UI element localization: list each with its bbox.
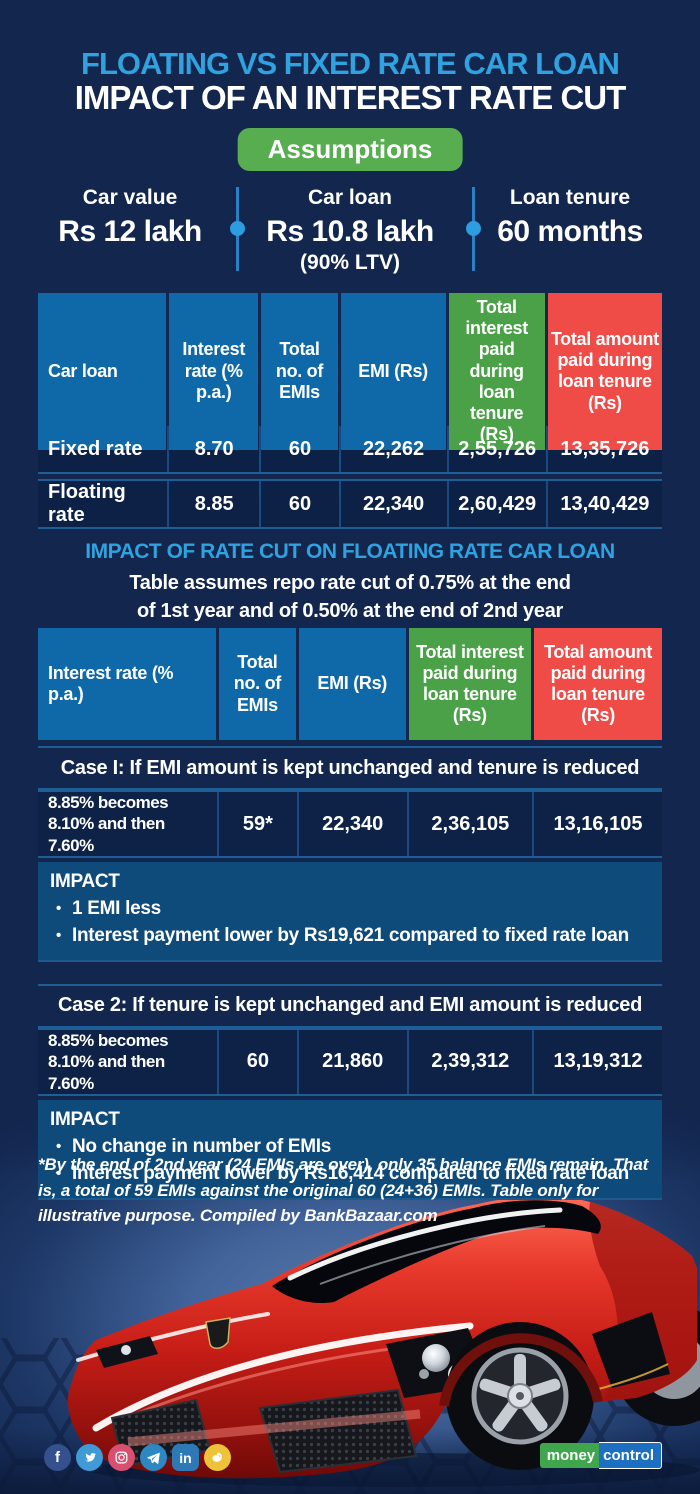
twitter-bird-glyph [84, 1452, 96, 1462]
social-icons-row: f in [44, 1444, 231, 1471]
impact-point: No change in number of EMIs [56, 1134, 648, 1161]
subtitle-line1: Table assumes repo rate cut of 0.75% at … [129, 572, 571, 594]
facebook-glyph: f [55, 1449, 60, 1466]
table-row: Floating rate 8.85 60 22,340 2,60,429 13… [38, 479, 662, 529]
moneycontrol-logo[interactable]: money control [539, 1442, 662, 1469]
cell: 21,860 [299, 1029, 409, 1094]
impact-point: 1 EMI less [56, 896, 648, 923]
cell: 59* [219, 792, 299, 856]
cell: 13,16,105 [553, 812, 643, 835]
table-header-row: Car loan Interest rate (% p.a.) Total no… [38, 293, 662, 450]
rate-cut-impact-table: Interest rate (% p.a.) Total no. of EMIs… [38, 628, 662, 1200]
cell: 13,19,312 [553, 1050, 643, 1073]
col-header-emi: EMI (Rs) [340, 293, 449, 450]
assumption-value: Rs 12 lakh [58, 215, 202, 248]
cell: Floating rate [38, 481, 170, 527]
cell: 2,36,105 [409, 792, 535, 856]
cell: 22,340 [341, 481, 449, 527]
col-header-total-amount: Total amount paid during loan tenure (Rs… [547, 293, 662, 450]
case2-impact-box: IMPACT No change in number of EMIs Inter… [38, 1099, 662, 1200]
assumption-loan-tenure: Loan tenure 60 months [460, 182, 680, 275]
section2-subtitle: Table assumes repo rate cut of 0.75% at … [0, 570, 700, 625]
main-title-line2: IMPACT OF AN INTEREST RATE CUT [74, 79, 627, 116]
col-header-interest-rate: Interest rate (% p.a.) [169, 293, 262, 450]
impact-list: 1 EMI less Interest payment lower by Rs1… [56, 896, 648, 950]
cell: 8.70 [169, 426, 262, 472]
main-title-line1: FLOATING VS FIXED RATE CAR LOAN [81, 46, 620, 81]
section2-title: IMPACT OF RATE CUT ON FLOATING RATE CAR … [85, 540, 615, 563]
assumption-car-value: Car value Rs 12 lakh [20, 182, 240, 275]
impact-list: No change in number of EMIs Interest pay… [56, 1134, 648, 1188]
facebook-icon[interactable]: f [44, 1444, 71, 1471]
impact-title: IMPACT [50, 871, 120, 892]
assumption-note: (90% LTV) [300, 251, 400, 274]
cell: 8.85% becomes 8.10% and then 7.60% [38, 1029, 219, 1094]
telegram-plane-glyph [147, 1452, 160, 1464]
col-header-interest-rate: Interest rate (% p.a.) [38, 628, 219, 740]
col-header-total-amount: Total amount paid during loan tenure (Rs… [534, 628, 662, 740]
assumption-value: 60 months [497, 215, 643, 248]
linkedin-glyph: in [179, 1449, 192, 1466]
divider-dot [466, 221, 481, 236]
case2-banner: Case 2: If tenure is kept unchanged and … [38, 983, 662, 1028]
fixed-vs-floating-table: Car loan Interest rate (% p.a.) Total no… [38, 293, 662, 529]
linkedin-icon[interactable]: in [172, 1444, 199, 1471]
col-header-total-interest: Total interest paid during loan tenure (… [408, 628, 535, 740]
col-header-total-emis: Total no. of EMIs [218, 628, 299, 740]
assumption-label: Car loan [307, 186, 393, 209]
case1-data-row: 8.85% becomes 8.10% and then 7.60% 59* 2… [38, 790, 662, 858]
col-header-total-emis: Total no. of EMIs [261, 293, 341, 450]
instagram-camera-glyph [115, 1451, 128, 1464]
case1-banner: Case I: If EMI amount is kept unchanged … [38, 746, 662, 790]
table-row: Fixed rate 8.70 60 22,262 2,55,726 13,35… [38, 424, 662, 474]
table-header-row: Interest rate (% p.a.) Total no. of EMIs… [38, 628, 662, 740]
case1-impact-box: IMPACT 1 EMI less Interest payment lower… [38, 862, 662, 962]
assumptions-row: Car value Rs 12 lakh Car loan Rs 10.8 la… [20, 182, 680, 275]
koo-bird-glyph [212, 1452, 222, 1462]
cell: 60 [261, 426, 341, 472]
logo-money: money [539, 1443, 600, 1468]
telegram-icon[interactable] [140, 1444, 167, 1471]
cell: 8.85 [169, 481, 262, 527]
case2-data-row: 8.85% becomes 8.10% and then 7.60% 60 21… [38, 1027, 662, 1096]
cell: 60 [261, 481, 341, 527]
footnote: *By the end of 2nd year (24 EMIs are ove… [38, 1155, 649, 1225]
col-header-total-interest: Total interest paid during loan tenure (… [448, 293, 548, 450]
cell: 2,39,312 [409, 1029, 535, 1094]
col-header-car-loan: Car loan [38, 293, 170, 450]
koo-icon[interactable] [204, 1444, 231, 1471]
subtitle-line2: of 1st year and of 0.50% at the end of 2… [136, 599, 564, 622]
assumption-car-loan: Car loan Rs 10.8 lakh (90% LTV) [240, 182, 460, 275]
cell: 8.85% becomes 8.10% and then 7.60% [38, 792, 219, 856]
twitter-icon[interactable] [76, 1444, 103, 1471]
logo-control: control [599, 1442, 662, 1469]
cell: 22,340 [299, 792, 409, 856]
cell: 2,55,726 [449, 426, 548, 472]
col-header-emi: EMI (Rs) [298, 628, 409, 740]
impact-title: IMPACT [50, 1108, 120, 1130]
cell: Fixed rate [38, 426, 170, 472]
cell: 60 [219, 1029, 299, 1094]
cell: 22,262 [341, 426, 449, 472]
instagram-icon[interactable] [108, 1444, 135, 1471]
impact-point: Interest payment lower by Rs19,621 compa… [56, 923, 648, 950]
cell: 13,35,726 [560, 437, 650, 460]
assumptions-badge: Assumptions [237, 128, 463, 171]
assumption-value: Rs 10.8 lakh [266, 215, 434, 248]
assumption-label: Loan tenure [509, 186, 631, 209]
cell: 2,60,429 [449, 481, 548, 527]
assumption-label: Car value [82, 186, 178, 209]
impact-point: Interest payment lower by Rs16,414 compa… [56, 1161, 648, 1188]
cell: 13,40,429 [560, 492, 650, 515]
divider-dot [230, 221, 245, 236]
